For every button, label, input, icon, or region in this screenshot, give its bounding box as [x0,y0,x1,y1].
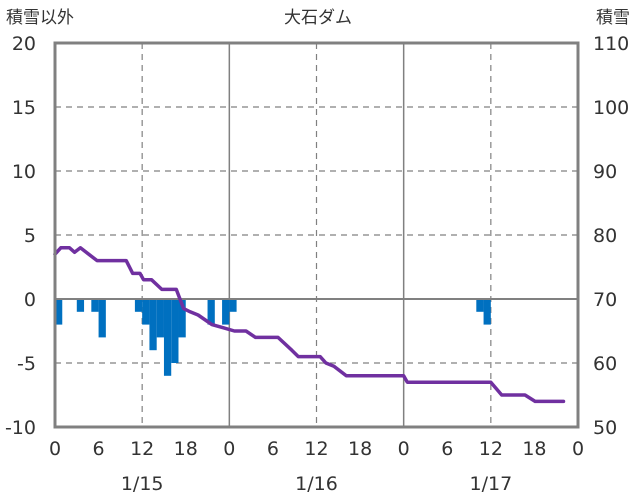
x-hour-tick-label: 6 [441,438,453,460]
bar [163,299,172,376]
right-tick-label: 80 [593,225,617,247]
left-axis-label: 積雪以外 [6,8,74,28]
left-axis-ticks: 20 15 10 5 0 -5 -10 [5,33,36,439]
bar [207,299,215,325]
bar [134,299,143,312]
bar [76,299,85,312]
right-axis-ticks: 110 100 90 80 70 60 50 [593,33,629,439]
grid-lines [55,43,578,427]
x-hour-tick-label: 6 [267,438,279,460]
x-hour-tick-label: 6 [93,438,105,460]
plot-frame [53,41,580,429]
bar [171,299,179,363]
right-tick-label: 50 [593,417,617,439]
bar [156,299,164,338]
x-hour-tick-label: 0 [398,438,410,460]
x-hour-tick-label: 0 [572,438,584,460]
bar-series [55,299,491,376]
right-tick-label: 60 [593,353,617,375]
x-hour-tick-label: 0 [223,438,235,460]
bar [476,299,484,312]
bar [91,299,99,312]
x-date-label: 1/16 [295,473,338,495]
right-tick-label: 100 [593,97,629,119]
right-axis-label: 積雪 [596,8,630,28]
x-hour-tick-label: 12 [479,438,503,460]
bar [149,299,157,351]
bar [178,299,186,338]
bar [98,299,106,338]
left-tick-label: 0 [24,289,36,311]
x-hour-tick-label: 12 [304,438,328,460]
bar [55,299,63,325]
left-tick-label: 20 [12,33,36,55]
right-tick-label: 70 [593,289,617,311]
bar [222,299,230,325]
x-hour-tick-label: 12 [130,438,154,460]
bar [483,299,491,325]
left-tick-label: -5 [17,353,36,375]
bar [142,299,150,325]
x-axis-ticks: 0 6 12 18 0 6 12 18 0 6 12 18 0 [49,438,584,460]
snow-depth-line [53,246,566,404]
x-hour-tick-label: 18 [348,438,372,460]
right-tick-label: 90 [593,161,617,183]
right-tick-label: 110 [593,33,629,55]
x-hour-tick-label: 18 [522,438,546,460]
left-tick-label: -10 [5,417,36,439]
left-tick-label: 15 [12,97,36,119]
chart-title: 大石ダム [284,8,352,28]
x-date-label: 1/15 [121,473,164,495]
x-hour-tick-label: 18 [174,438,198,460]
x-hour-tick-label: 0 [49,438,61,460]
bar [229,299,237,312]
x-date-label: 1/17 [469,473,512,495]
left-tick-label: 5 [24,225,36,247]
snow-depth-series [53,246,566,404]
x-axis-date-labels: 1/15 1/16 1/17 [121,473,512,495]
left-tick-label: 10 [12,161,36,183]
